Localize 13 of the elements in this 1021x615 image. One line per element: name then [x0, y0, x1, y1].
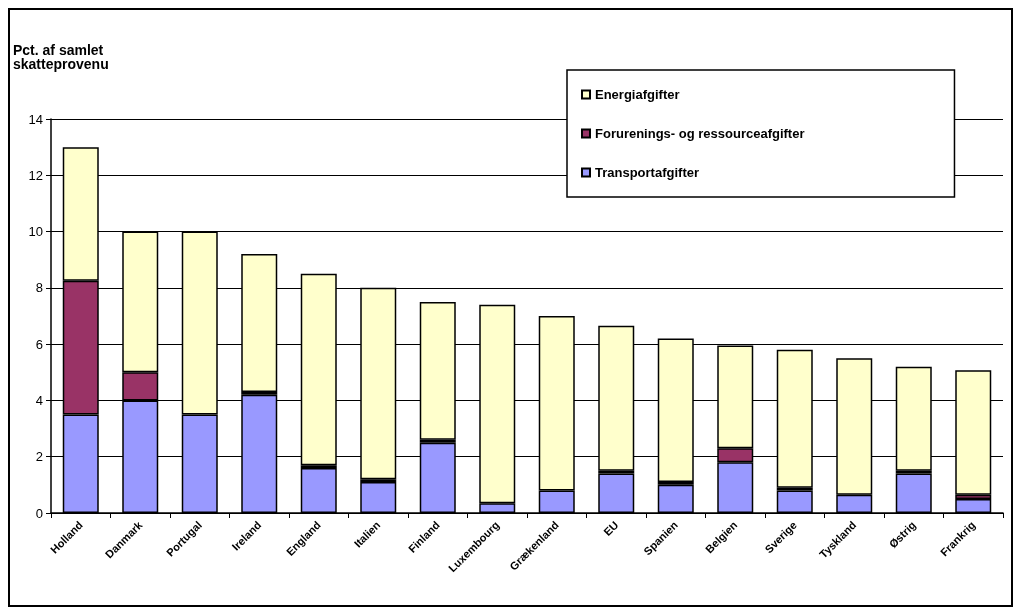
y-tick-label: 12: [28, 167, 43, 183]
legend-label: Forurenings- og ressourceafgifter: [595, 126, 805, 141]
legend-label: Transportafgifter: [595, 165, 700, 180]
legend-label: Energiafgifter: [595, 87, 680, 102]
y-tick-label: 6: [35, 336, 43, 352]
y-tick-label: 4: [35, 392, 43, 408]
y-tick-label: 0: [35, 505, 43, 521]
y-tick-label: 2: [35, 449, 43, 465]
y-tick-label: 14: [28, 111, 43, 127]
y-tick-label: 8: [35, 280, 43, 296]
x-tick-label: EU: [601, 518, 621, 539]
y-tick-label: 10: [28, 224, 43, 240]
y-axis-title: Pct. af samlet skatteprovenu: [13, 42, 109, 72]
